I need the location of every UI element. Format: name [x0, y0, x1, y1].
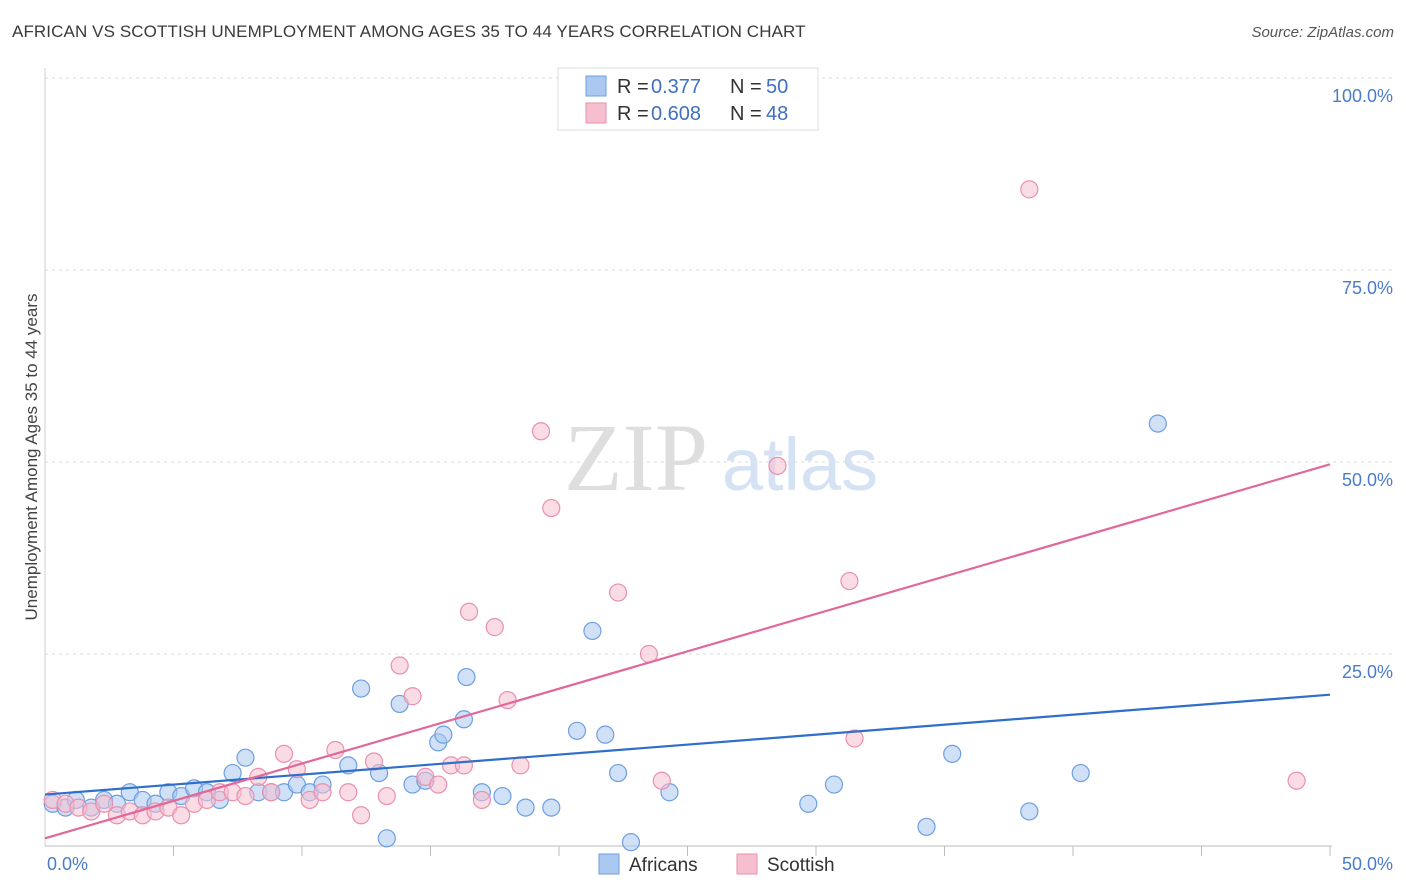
- africans-point-32: [457, 667, 476, 687]
- legend-scottish-n-label: N =: [730, 103, 762, 125]
- legend-africans-n-value: 50: [766, 76, 788, 98]
- africans-point-37: [567, 721, 587, 740]
- africans-point-35: [516, 798, 535, 817]
- africans-point-39: [596, 725, 615, 744]
- scottish-point-44: [840, 571, 859, 591]
- africans-point-43: [799, 794, 818, 813]
- scottish-point-21: [313, 783, 332, 802]
- watermark-atlas: atlas: [722, 423, 878, 506]
- africans-point-34: [493, 786, 512, 806]
- africans-point-49: [1148, 414, 1167, 433]
- legend-scottish-r-label: R =: [617, 103, 649, 125]
- africans-point-31: [454, 710, 474, 729]
- africans-point-23: [352, 679, 371, 698]
- scottish-point-46: [1020, 180, 1039, 199]
- scottish-point-18: [274, 744, 294, 763]
- bottom-legend-scottish: Scottish: [767, 855, 835, 876]
- watermark: ZIP atlas: [564, 404, 878, 511]
- scottish-point-35: [485, 618, 504, 637]
- y-tick-label-2: 75.0%: [1342, 278, 1393, 298]
- scottish-point-32: [454, 756, 474, 775]
- bottom-legend-africans: Africans: [629, 855, 698, 876]
- scottish-point-28: [403, 687, 422, 706]
- africans-trend-line: [44, 693, 1331, 796]
- scottish-point-40: [609, 583, 628, 602]
- y-tick-label-1: 50.0%: [1342, 470, 1393, 490]
- legend-africans-r-value: 0.377: [651, 76, 701, 98]
- scottish-point-23: [339, 783, 358, 802]
- watermark-zip: ZIP: [564, 404, 708, 511]
- legend-swatch-africans: [585, 75, 607, 97]
- scottish-point-15: [236, 786, 255, 806]
- legend-swatch-scottish: [585, 102, 607, 124]
- scottish-point-38: [531, 422, 551, 441]
- grid: [45, 77, 1395, 655]
- scottish-point-19: [287, 760, 306, 779]
- legend-africans-n-label: N =: [730, 76, 762, 98]
- scottish-point-4: [95, 794, 114, 813]
- africans-point-38: [583, 621, 602, 641]
- series-scottish: [43, 180, 1306, 825]
- legend: R = 0.377 N = 50 R = 0.608 N = 48: [557, 67, 819, 131]
- scottish-point-37: [511, 756, 530, 775]
- africans-point-47: [1020, 802, 1039, 821]
- africans-point-45: [917, 817, 936, 836]
- bottom-legend-swatch-scottish: [736, 853, 758, 875]
- scottish-point-47: [1287, 771, 1306, 790]
- legend-africans-r-label: R =: [617, 76, 649, 98]
- africans-point-36: [542, 798, 561, 817]
- africans-point-14: [223, 763, 242, 783]
- x-tick-label-0: 0.0%: [47, 854, 88, 874]
- scottish-point-27: [390, 656, 409, 675]
- scottish-point-26: [377, 786, 396, 806]
- y-tick-label-0: 25.0%: [1342, 662, 1393, 682]
- scottish-point-34: [472, 790, 491, 810]
- scottish-point-10: [172, 806, 191, 825]
- scottish-point-39: [542, 498, 561, 518]
- tick-labels: 25.0% 50.0% 75.0% 100.0% 0.0% 50.0%: [47, 86, 1393, 874]
- chart-title: AFRICAN VS SCOTTISH UNEMPLOYMENT AMONG A…: [12, 22, 806, 41]
- scottish-point-42: [652, 771, 671, 790]
- africans-point-41: [621, 833, 641, 852]
- africans-point-25: [377, 829, 396, 848]
- source-credit: Source: ZipAtlas.com: [1251, 24, 1394, 41]
- legend-scottish-r-value: 0.608: [651, 103, 701, 125]
- africans-point-44: [824, 775, 844, 794]
- africans-point-46: [943, 744, 962, 763]
- africans-point-40: [609, 763, 628, 783]
- x-tick-label-1: 50.0%: [1342, 854, 1393, 874]
- y-axis-label: Unemployment Among Ages 35 to 44 years: [22, 294, 41, 621]
- scottish-point-43: [768, 456, 787, 475]
- scottish-point-33: [459, 602, 479, 621]
- bottom-legend-swatch-africans: [598, 853, 620, 875]
- scottish-point-30: [429, 775, 448, 794]
- scottish-point-24: [352, 806, 371, 825]
- scottish-point-45: [845, 729, 864, 748]
- africans-point-48: [1071, 763, 1090, 783]
- africans-point-15: [236, 748, 255, 767]
- y-tick-label-3: 100.0%: [1332, 86, 1393, 106]
- scottish-trend-line: [44, 463, 1331, 840]
- trend-lines: [44, 463, 1331, 840]
- bottom-legend: Africans Scottish: [598, 853, 835, 876]
- legend-scottish-n-value: 48: [766, 103, 788, 125]
- scottish-point-17: [262, 783, 281, 802]
- axes: [44, 68, 1332, 856]
- africans-point-30: [434, 725, 453, 744]
